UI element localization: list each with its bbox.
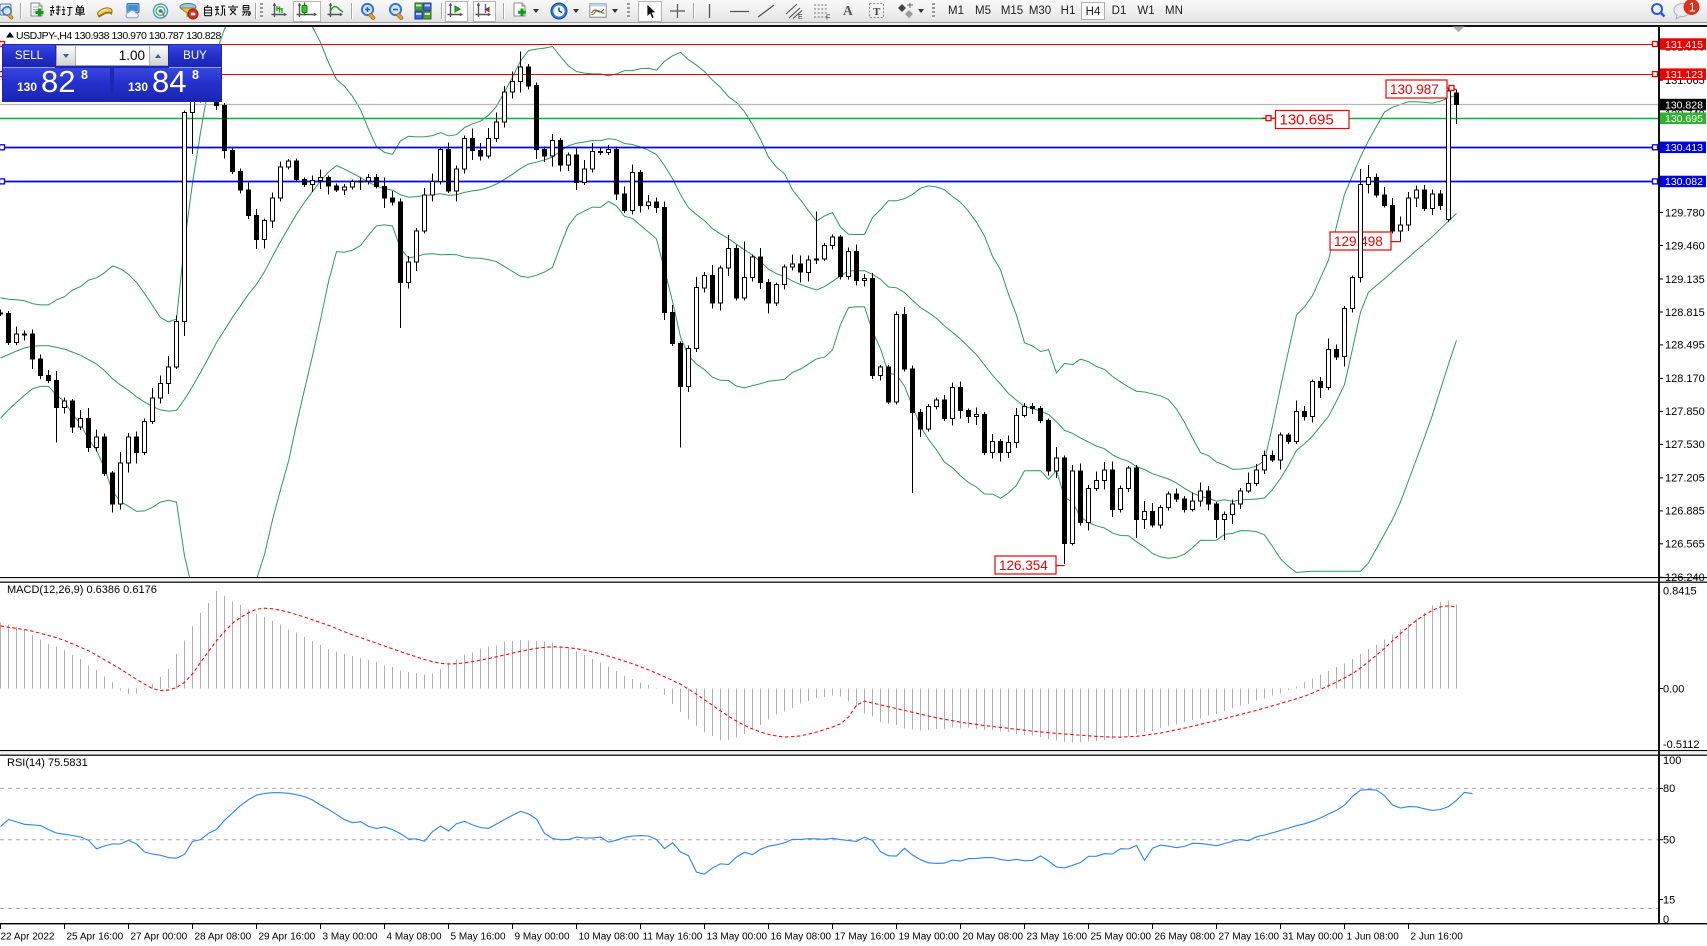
svg-text:22 Apr 2022: 22 Apr 2022 bbox=[1, 932, 55, 943]
svg-text:128.815: 128.815 bbox=[1665, 307, 1705, 319]
svg-text:20 May 08:00: 20 May 08:00 bbox=[963, 932, 1024, 943]
svg-text:MACD(12,26,9) 0.6386 0.6176: MACD(12,26,9) 0.6386 0.6176 bbox=[7, 584, 157, 596]
svg-text:100: 100 bbox=[1663, 755, 1681, 767]
svg-text:130.987: 130.987 bbox=[1390, 82, 1439, 97]
svg-text:-0.5112: -0.5112 bbox=[1663, 739, 1700, 751]
svg-text:28 Apr 08:00: 28 Apr 08:00 bbox=[195, 932, 252, 943]
svg-text:0.00: 0.00 bbox=[1663, 683, 1684, 695]
svg-text:126.354: 126.354 bbox=[999, 558, 1048, 573]
svg-text:1 Jun 08:00: 1 Jun 08:00 bbox=[1347, 932, 1400, 943]
svg-text:130.413: 130.413 bbox=[1665, 142, 1703, 154]
svg-text:26 May 08:00: 26 May 08:00 bbox=[1155, 932, 1216, 943]
svg-text:25 May 00:00: 25 May 00:00 bbox=[1091, 932, 1152, 943]
svg-text:130.828: 130.828 bbox=[1665, 99, 1703, 111]
svg-text:17 May 16:00: 17 May 16:00 bbox=[835, 932, 896, 943]
svg-text:1: 1 bbox=[1689, 1, 1696, 15]
svg-text:126.885: 126.885 bbox=[1665, 506, 1705, 518]
svg-text:128.495: 128.495 bbox=[1665, 340, 1705, 352]
svg-text:T: T bbox=[873, 6, 881, 18]
svg-text:0: 0 bbox=[1663, 914, 1669, 926]
svg-text:126.240: 126.240 bbox=[1665, 572, 1705, 584]
svg-text:2 Jun 16:00: 2 Jun 16:00 bbox=[1411, 932, 1464, 943]
svg-text:130.695: 130.695 bbox=[1665, 113, 1703, 125]
svg-text:3 May 00:00: 3 May 00:00 bbox=[323, 932, 378, 943]
svg-text:9 May 00:00: 9 May 00:00 bbox=[515, 932, 570, 943]
svg-text:80: 80 bbox=[1663, 783, 1675, 795]
svg-text:4 May 08:00: 4 May 08:00 bbox=[387, 932, 442, 943]
svg-text:127.850: 127.850 bbox=[1665, 406, 1705, 418]
svg-text:25 Apr 16:00: 25 Apr 16:00 bbox=[67, 932, 124, 943]
svg-text:19 May 00:00: 19 May 00:00 bbox=[899, 932, 960, 943]
svg-text:29 Apr 16:00: 29 Apr 16:00 bbox=[259, 932, 316, 943]
svg-text:130.082: 130.082 bbox=[1665, 176, 1703, 188]
svg-text:127.530: 127.530 bbox=[1665, 439, 1705, 451]
svg-text:RSI(14) 75.5831: RSI(14) 75.5831 bbox=[7, 757, 88, 769]
svg-text:10 May 08:00: 10 May 08:00 bbox=[579, 932, 640, 943]
svg-text:0.8415: 0.8415 bbox=[1663, 586, 1697, 598]
svg-text:129.780: 129.780 bbox=[1665, 207, 1705, 219]
svg-text:16 May 08:00: 16 May 08:00 bbox=[771, 932, 832, 943]
svg-text:23 May 16:00: 23 May 16:00 bbox=[1027, 932, 1088, 943]
svg-text:131.123: 131.123 bbox=[1665, 69, 1703, 81]
svg-text:15: 15 bbox=[1663, 894, 1675, 906]
svg-text:130.695: 130.695 bbox=[1280, 112, 1334, 129]
svg-text:USDJPY-,H4 130.938 130.970 13: USDJPY-,H4 130.938 130.970 130.787 130.8… bbox=[16, 30, 221, 42]
svg-text:5 May 16:00: 5 May 16:00 bbox=[451, 932, 506, 943]
svg-text:126.565: 126.565 bbox=[1665, 539, 1705, 551]
svg-text:31 May 00:00: 31 May 00:00 bbox=[1283, 932, 1344, 943]
svg-text:50: 50 bbox=[1663, 835, 1675, 847]
svg-text:27 May 16:00: 27 May 16:00 bbox=[1219, 932, 1280, 943]
svg-text:11 May 16:00: 11 May 16:00 bbox=[643, 932, 703, 943]
svg-text:27 Apr 00:00: 27 Apr 00:00 bbox=[131, 932, 188, 943]
svg-text:129.460: 129.460 bbox=[1665, 240, 1705, 252]
svg-text:129.135: 129.135 bbox=[1665, 274, 1705, 286]
svg-text:127.205: 127.205 bbox=[1665, 473, 1705, 485]
svg-text:E: E bbox=[798, 14, 803, 20]
svg-text:F: F bbox=[826, 15, 830, 21]
svg-text:13 May 00:00: 13 May 00:00 bbox=[707, 932, 768, 943]
svg-text:128.170: 128.170 bbox=[1665, 373, 1705, 385]
svg-text:131.415: 131.415 bbox=[1665, 39, 1703, 51]
